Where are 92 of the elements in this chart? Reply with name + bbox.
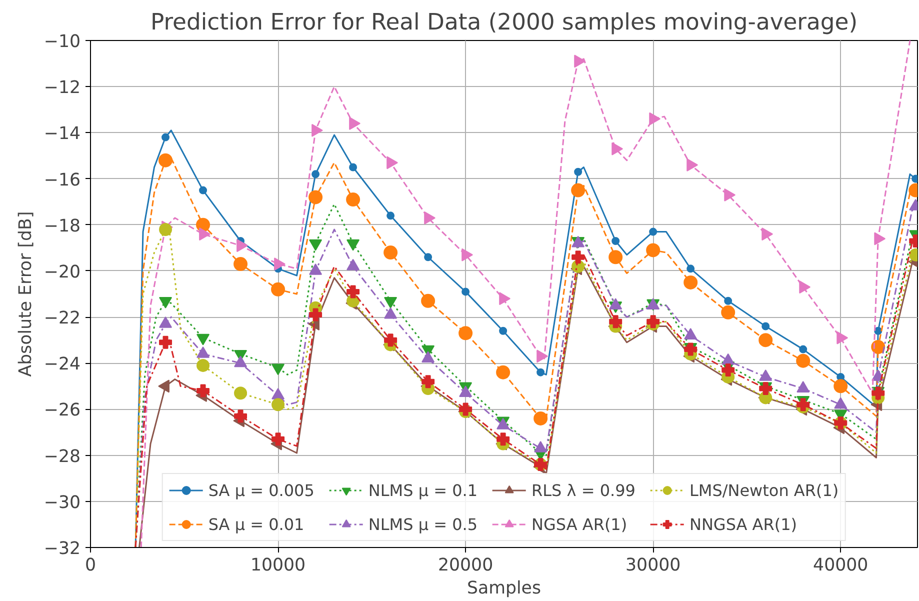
y-tick-label: −26: [44, 400, 81, 421]
y-tick-label: −16: [44, 170, 81, 190]
point: [274, 258, 286, 271]
point: [724, 296, 732, 305]
legend-label: NLMS μ = 0.1: [368, 480, 478, 500]
point: [346, 192, 360, 206]
point: [612, 237, 620, 245]
point: [684, 275, 698, 290]
point: [721, 305, 736, 320]
point: [424, 211, 436, 224]
point: [308, 190, 323, 204]
point: [349, 163, 358, 172]
legend-label: NNGSA AR(1): [689, 514, 798, 534]
point: [722, 364, 735, 377]
x-tick-label: 20000: [438, 556, 494, 576]
point: [159, 222, 172, 236]
point: [196, 358, 210, 372]
point: [758, 333, 773, 348]
point: [574, 54, 586, 68]
x-tick-label: 0: [84, 556, 96, 576]
point: [536, 368, 545, 376]
point: [309, 308, 322, 322]
point: [312, 124, 323, 137]
point: [199, 186, 208, 194]
legend-label: NGSA AR(1): [532, 514, 628, 534]
point: [272, 398, 285, 412]
point: [574, 168, 582, 176]
y-tick-label: −28: [44, 446, 81, 467]
x-tick-label: 40000: [813, 556, 868, 576]
point: [496, 365, 510, 380]
point: [312, 170, 320, 178]
point: [796, 354, 810, 368]
point: [499, 326, 508, 335]
point: [609, 315, 622, 328]
point: [422, 375, 435, 388]
y-tick-label: −12: [44, 78, 81, 98]
line-series: [140, 40, 911, 548]
y-axis-title: Absolute Error [dB]: [16, 211, 36, 377]
point: [649, 228, 658, 236]
y-tick-label: −14: [44, 124, 81, 144]
point: [196, 384, 210, 398]
y-tick-label: −20: [44, 262, 81, 282]
point: [686, 264, 695, 273]
point: [234, 386, 248, 400]
point: [534, 411, 548, 426]
legend-label: SA μ = 0.005: [208, 480, 314, 500]
point: [234, 257, 248, 272]
point: [196, 218, 210, 232]
point: [346, 285, 360, 298]
point: [834, 379, 848, 394]
point: [384, 246, 398, 260]
point: [572, 250, 585, 264]
y-tick-label: −22: [44, 308, 81, 329]
point: [384, 334, 398, 347]
point: [499, 292, 510, 306]
point: [199, 228, 210, 241]
point: [462, 248, 473, 262]
point: [608, 250, 623, 264]
legend-label: RLS λ = 0.99: [532, 480, 636, 500]
legend-label: SA μ = 0.01: [208, 514, 304, 534]
x-axis-title: Samples: [467, 578, 541, 598]
point: [272, 432, 285, 446]
point: [421, 294, 436, 308]
point: [799, 345, 808, 354]
point: [646, 243, 660, 258]
point: [571, 183, 586, 198]
point: [386, 156, 398, 170]
point: [159, 336, 172, 349]
point: [236, 239, 248, 252]
point: [386, 212, 395, 220]
legend-label: LMS/Newton AR(1): [689, 480, 839, 500]
point: [459, 402, 472, 416]
point: [496, 432, 510, 446]
y-tick-label: −30: [44, 492, 81, 513]
point: [458, 326, 473, 340]
point: [424, 253, 432, 262]
point: [462, 288, 470, 296]
point: [271, 282, 286, 296]
point: [349, 116, 360, 130]
point: [762, 322, 770, 330]
y-tick-label: −32: [44, 539, 81, 559]
y-tick-label: −18: [44, 216, 81, 236]
chart-title: Prediction Error for Real Data (2000 samples moving-average): [150, 10, 858, 36]
x-tick-label: 10000: [250, 556, 306, 576]
y-tick-label: −10: [44, 32, 81, 52]
y-tick-label: −24: [44, 354, 81, 375]
x-tick-label: 30000: [626, 556, 681, 576]
point: [158, 153, 173, 168]
point: [234, 410, 248, 423]
point: [536, 350, 548, 363]
point: [162, 133, 170, 142]
legend-label: NLMS μ = 0.5: [368, 514, 478, 534]
